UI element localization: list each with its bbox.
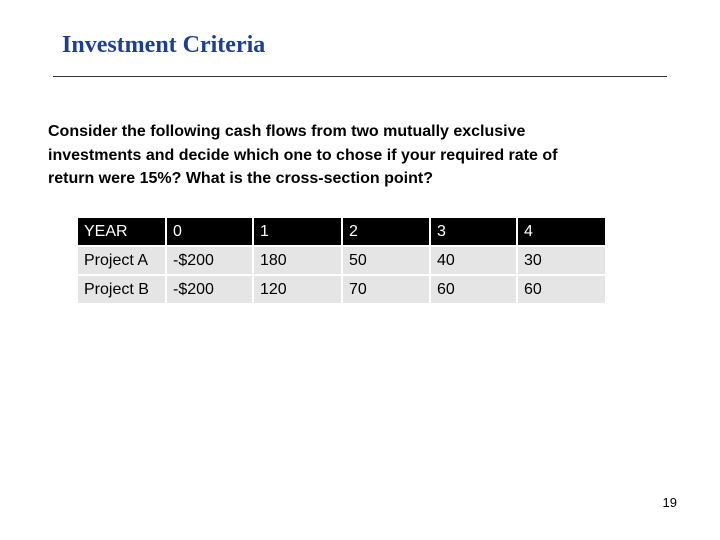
table-cell: 30 (518, 247, 605, 274)
table-cell: -$200 (167, 247, 252, 274)
body-line: Consider the following cash flows from t… (48, 123, 526, 140)
body-line: return were 15%? What is the cross-secti… (48, 170, 433, 187)
table-cell: Project A (78, 247, 165, 274)
header-cell: YEAR (78, 218, 165, 245)
page-number: 19 (662, 495, 677, 510)
header-cell: 0 (167, 218, 252, 245)
table-cell: 60 (518, 276, 605, 303)
table-header-row: YEAR 0 1 2 3 4 (78, 218, 605, 245)
table-cell: 40 (431, 247, 516, 274)
header-cell: 2 (343, 218, 429, 245)
table-row: Project A -$200 180 50 40 30 (78, 247, 605, 274)
header-cell: 3 (431, 218, 516, 245)
table-cell: 180 (254, 247, 341, 274)
header-cell: 1 (254, 218, 341, 245)
table-cell: 70 (343, 276, 429, 303)
body-line: investments and decide which one to chos… (48, 146, 558, 164)
table-cell: Project B (78, 276, 165, 303)
table-cell: 50 (343, 247, 429, 274)
cash-flow-table: YEAR 0 1 2 3 4 Project A -$200 180 50 40 30 Project … (76, 216, 607, 305)
header-cell: 4 (518, 218, 605, 245)
table-cell: 120 (254, 276, 341, 303)
table-cell: 60 (431, 276, 516, 303)
title-rule (53, 76, 667, 77)
table-cell: -$200 (167, 276, 252, 303)
slide-title: Investment Criteria (62, 32, 266, 58)
table-row: Project B -$200 120 70 60 60 (78, 276, 605, 303)
body-text: Consider the following cash flows from t… (48, 120, 557, 191)
